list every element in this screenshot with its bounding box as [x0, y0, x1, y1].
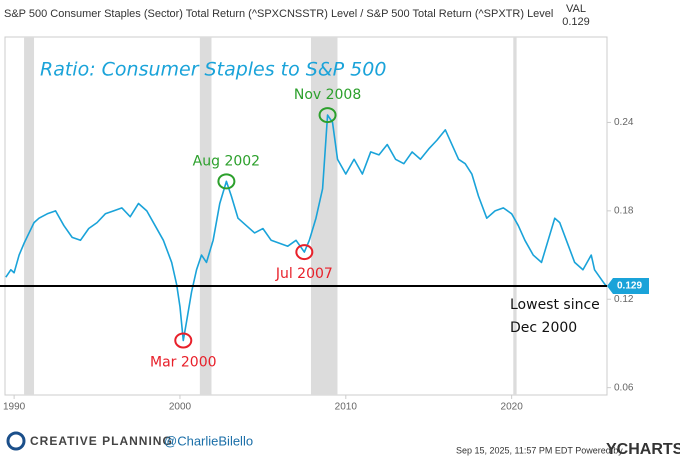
annotation-marker [217, 173, 236, 190]
chart-header: S&P 500 Consumer Staples (Sector) Total … [4, 8, 553, 20]
timestamp: Sep 15, 2025, 11:57 PM EDT Powered by [456, 445, 623, 455]
value-tag-bg [607, 277, 649, 294]
source: YCHARTS [606, 441, 680, 458]
recession-band [24, 37, 35, 395]
value-current: 0.129 [562, 16, 590, 28]
y-tick-label: 0.12 [614, 294, 634, 305]
annotation-label: Jul 2007 [275, 266, 333, 282]
y-tick-label: 0.06 [614, 382, 634, 393]
chart-title: Ratio: Consumer Staples to S&P 500 [40, 59, 386, 81]
x-tick-label: 2000 [169, 402, 192, 413]
note-line: Dec 2000 [510, 320, 577, 336]
recession-band [310, 37, 338, 395]
annotation-label: Nov 2008 [294, 87, 361, 103]
value-header: VAL [566, 3, 586, 15]
annotation-label: Mar 2000 [150, 354, 217, 370]
recession-band [199, 37, 212, 395]
annotation-marker [295, 244, 314, 261]
handle: @CharlieBilello [164, 433, 253, 448]
x-tick-label: 2020 [501, 402, 524, 413]
ratio-line [5, 114, 607, 342]
y-tick-label: 0.24 [614, 117, 634, 128]
annotation-marker [318, 107, 337, 124]
brand: CREATIVE PLANNING [30, 434, 173, 448]
brand-logo [6, 431, 26, 451]
annotation-marker [174, 332, 193, 349]
recession-band [513, 37, 517, 395]
plot-frame [4, 36, 608, 396]
note-line: Lowest since [510, 297, 600, 313]
y-tick-label: 0.18 [614, 205, 634, 216]
x-tick-label: 1990 [3, 402, 26, 413]
annotation-label: Aug 2002 [193, 153, 260, 169]
value-tag: 0.129 [617, 281, 642, 292]
x-tick-label: 2010 [335, 402, 358, 413]
